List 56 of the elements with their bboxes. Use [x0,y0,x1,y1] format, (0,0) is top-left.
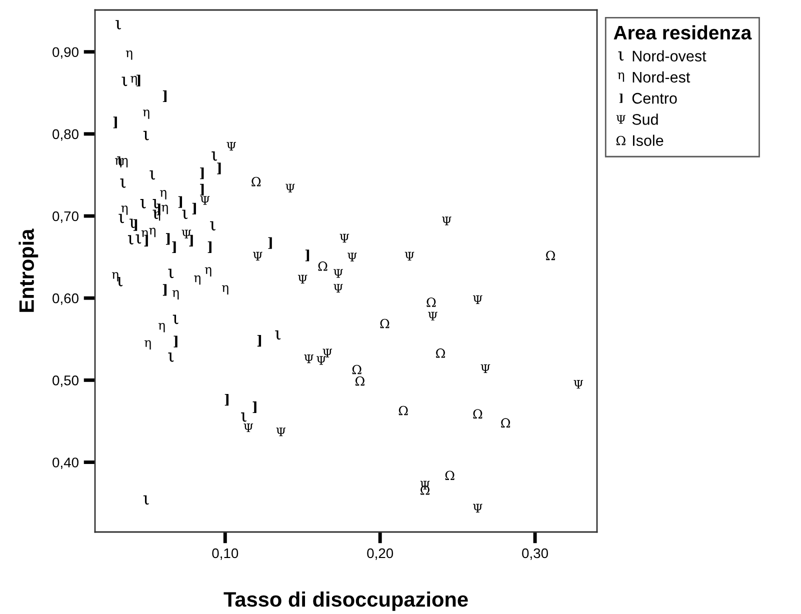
point [316,356,326,365]
point [348,252,357,262]
y-tick-label: 0,50 [52,375,78,387]
point [334,284,343,293]
point [473,409,482,418]
point [182,230,192,238]
point [276,428,286,436]
x-tick-label: 0,10 [212,548,238,560]
point [428,312,438,320]
point [436,348,445,358]
point [286,184,295,192]
point [574,380,584,389]
y-tick-label: 0,70 [52,211,78,223]
point [226,142,236,151]
point [121,158,128,168]
point [172,290,179,300]
legend-label: Sud [632,114,658,125]
point [200,196,210,205]
point [121,206,128,215]
point [398,406,408,416]
point [420,485,430,495]
y-tick-label: 0,40 [52,458,78,470]
legend-label: Nord-ovest [632,50,706,62]
point [253,252,262,261]
point [501,418,510,428]
point [322,348,332,358]
y-tick-label: 0,60 [52,293,78,305]
point [473,295,482,304]
point [298,274,308,284]
x-tick-label: 0,30 [522,548,548,560]
point [158,322,165,332]
point [352,364,362,374]
legend-title: Area residenza [614,25,752,40]
point [142,110,150,119]
x-tick-label: 0,20 [367,548,394,560]
point [318,261,328,271]
point [380,318,390,328]
point [445,470,454,480]
point [473,504,482,512]
point [546,250,555,260]
point [252,176,261,186]
point [442,216,452,226]
legend-label: Centro [632,92,677,104]
point [356,376,364,386]
legend-label: Isole [633,134,664,146]
point [204,267,212,276]
y-tick-label: 0,90 [52,47,78,59]
point [334,269,343,278]
x-axis-title: Tasso di disoccupazione [224,591,468,611]
point [126,50,132,60]
legend-label: Nord-est [632,71,690,83]
point [426,298,436,307]
y-tick-label: 0,80 [52,129,78,141]
y-axis-title: Entropia [18,228,38,312]
point [304,354,314,364]
point [244,423,254,432]
